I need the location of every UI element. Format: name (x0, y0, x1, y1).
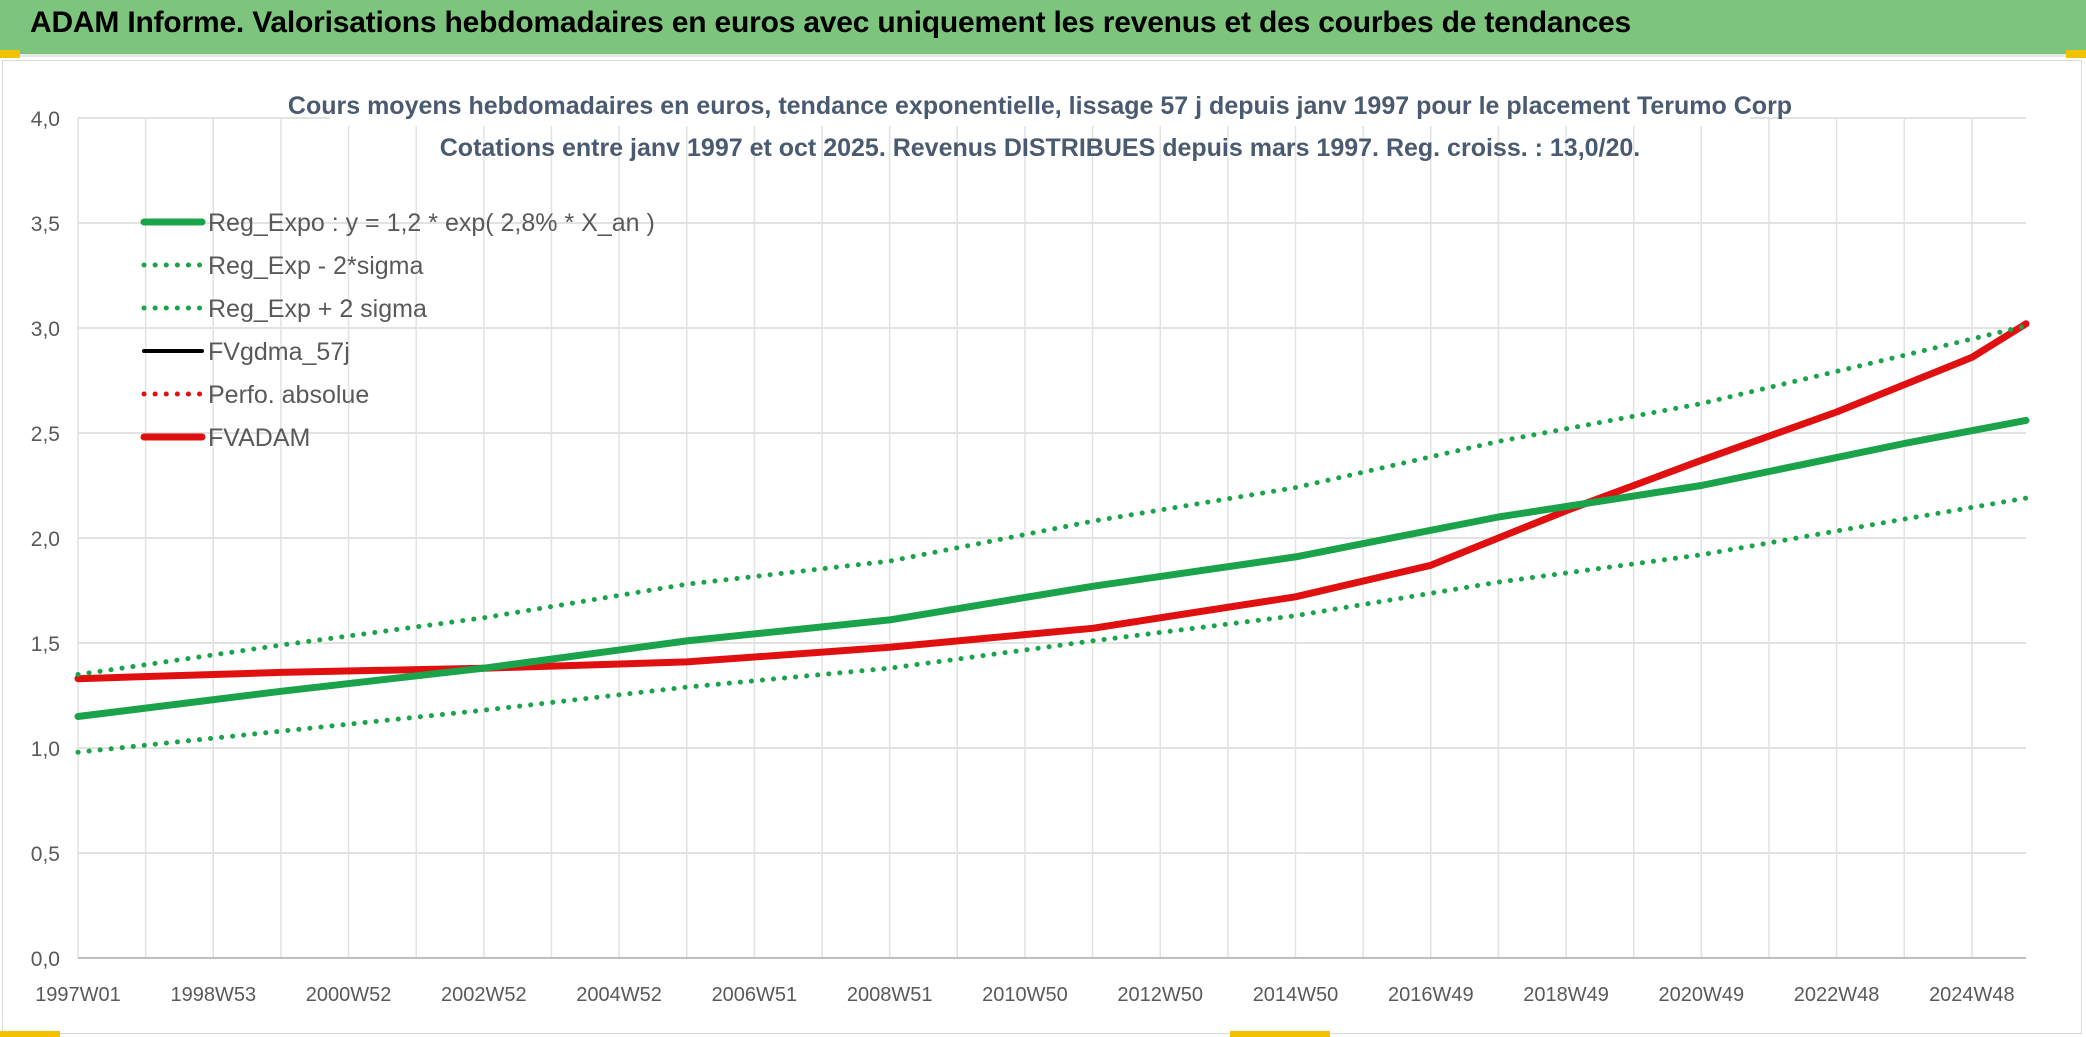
y-tick-label: 3,0 (31, 318, 60, 341)
series-line-2 (75, 323, 2029, 677)
x-tick-label: 1997W01 (35, 984, 121, 1006)
y-tick-label: 2,5 (31, 423, 60, 446)
legend-label: Reg_Exp - 2*sigma (208, 252, 423, 280)
x-tick-label: 2000W52 (306, 984, 392, 1006)
x-tick-label: 2016W49 (1388, 984, 1474, 1006)
x-tick-label: 2022W48 (1794, 984, 1880, 1006)
x-tick-label: 2014W50 (1253, 984, 1339, 1006)
header-corner-left (0, 50, 20, 58)
legend-label: Reg_Exp + 2 sigma (208, 295, 427, 323)
legend-label: Reg_Expo : y = 1,2 * exp( 2,8% * X_an ) (208, 209, 655, 237)
y-tick-label: 1,0 (31, 738, 60, 761)
header-title: ADAM Informe. Valorisations hebdomadaire… (30, 6, 1631, 39)
series-line-0 (74, 416, 2030, 720)
y-tick-label: 0,0 (31, 948, 60, 971)
y-tick-label: 2,0 (31, 528, 60, 551)
y-tick-label: 4,0 (31, 108, 60, 131)
chart-title: Cours moyens hebdomadaires en euros, ten… (288, 92, 1792, 120)
x-tick-label: 2020W49 (1659, 984, 1745, 1006)
y-tick-label: 3,5 (31, 213, 60, 236)
series-line-4 (75, 321, 2029, 682)
header-corner-right (2066, 50, 2086, 58)
chart-frame (2, 60, 2082, 1034)
x-tick-label: 2004W52 (576, 984, 662, 1006)
legend: Reg_Expo : y = 1,2 * exp( 2,8% * X_an ) R… (140, 209, 655, 452)
grid-layer (77, 117, 2026, 959)
x-tick-label: 2008W51 (847, 984, 933, 1006)
series-line-1 (75, 495, 2029, 755)
bottom-strip-mid (1230, 1031, 1330, 1037)
series-line-5 (74, 320, 2030, 683)
x-tick-label: 2012W50 (1117, 984, 1203, 1006)
x-tick-label: 2006W51 (712, 984, 798, 1006)
bottom-strip-left (0, 1031, 60, 1037)
chart-subtitle: Cotations entre janv 1997 et oct 2025. R… (440, 134, 1641, 162)
x-tick-label: 2018W49 (1523, 984, 1609, 1006)
x-tick-label: 2002W52 (441, 984, 527, 1006)
legend-label: Perfo. absolue (208, 381, 369, 409)
y-tick-label: 0,5 (31, 843, 60, 866)
y-tick-label: 1,5 (31, 633, 60, 656)
header-bar: ADAM Informe. Valorisations hebdomadaire… (0, 0, 2086, 58)
x-tick-label: 2024W48 (1929, 984, 2015, 1006)
x-tick-label: 1998W53 (170, 984, 256, 1006)
legend-label: FVgdma_57j (208, 338, 350, 366)
axis-layer: 0,0 0,5 1,0 1,5 2,0 2,5 3,0 3,5 4,0 1997W01 1998W5… (31, 108, 2026, 1006)
series-layer (74, 320, 2030, 755)
x-tick-label: 2010W50 (982, 984, 1068, 1006)
legend-label: FVADAM (208, 424, 310, 452)
title-background (330, 86, 1750, 126)
series-line-3 (76, 321, 2028, 681)
